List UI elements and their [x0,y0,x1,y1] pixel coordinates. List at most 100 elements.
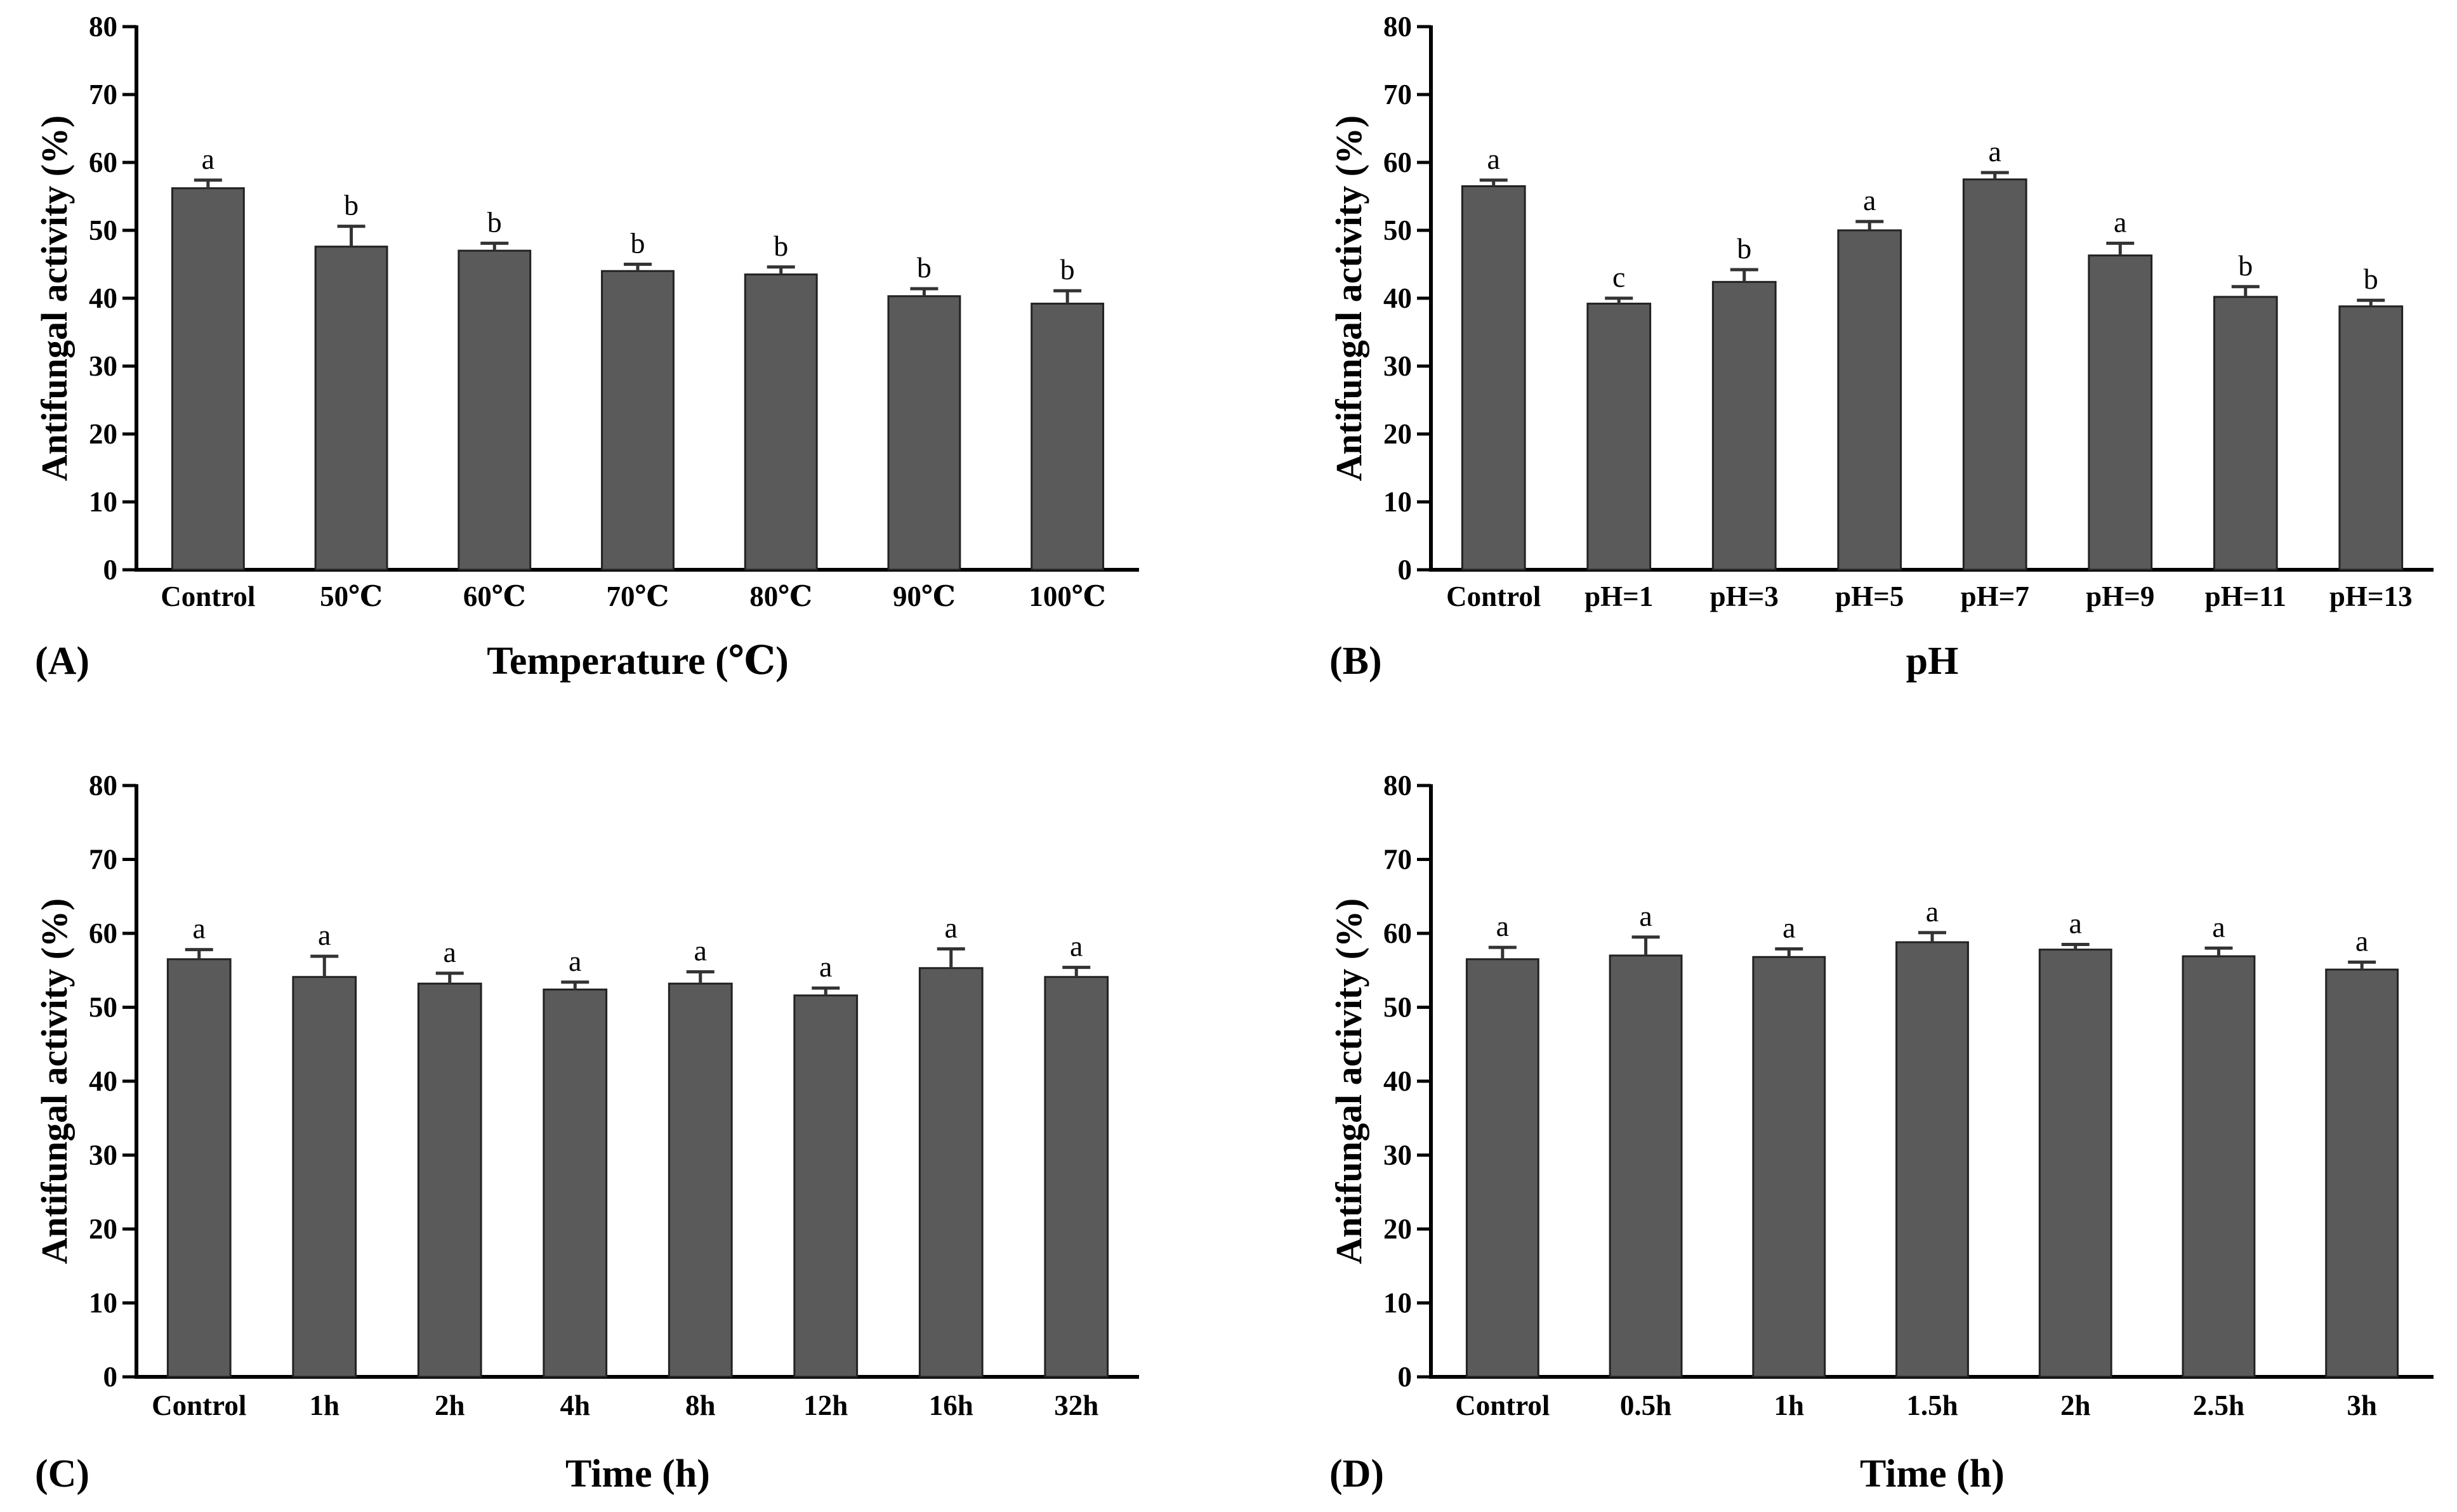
bar-4 [543,989,608,1378]
y-tick-label: 0 [1398,554,1413,586]
significance-label: a [1926,895,1939,928]
y-tick-label: 30 [1383,1140,1412,1171]
bar-4 [1895,941,1969,1378]
x-axis-title: pH [1906,640,1959,683]
x-tick-label: pH=13 [2329,581,2413,612]
x-tick-label: 60℃ [463,581,526,612]
significance-label: b [2238,249,2253,282]
x-tick-label: 3h [2347,1390,2377,1421]
bar-1 [171,187,245,571]
x-tick-label: pH=3 [1710,581,1779,612]
y-tick-label: 70 [1383,79,1412,110]
significance-label: b [487,206,502,238]
bar-6 [2182,955,2256,1378]
x-tick-label: 4h [560,1390,590,1421]
x-tick-label: Control [161,581,255,612]
bar-3 [1711,280,1777,571]
significance-label: c [1612,261,1625,293]
bar-6 [887,295,961,571]
significance-label: b [2364,263,2378,295]
y-tick-label: 30 [1383,350,1412,382]
y-tick-label: 0 [1398,1361,1413,1393]
y-tick-label: 50 [89,992,117,1023]
x-tick-label: 1h [1774,1390,1805,1421]
x-tick-label: 2.5h [2193,1390,2244,1421]
x-tick-label: Control [1446,581,1541,612]
x-axis-title: Time (h) [565,1452,710,1496]
panel-label: (D) [1329,1452,1384,1496]
significance-label: a [1070,930,1083,963]
bar-2 [1586,303,1652,571]
y-tick-label: 40 [89,1065,117,1097]
x-tick-label: pH=11 [2205,581,2286,612]
y-tick-label: 50 [1383,992,1412,1023]
x-tick-label: 1h [309,1390,339,1421]
y-tick-label: 20 [89,418,117,450]
x-tick-label: pH=7 [1961,581,2029,612]
bar-5 [1962,178,2027,571]
significance-label: b [774,230,788,262]
x-tick-label: 80℃ [749,581,812,612]
x-tick-label: 50℃ [320,581,383,612]
y-axis-title: Antifungal activity (%) [34,115,75,482]
panel-label: (A) [35,640,89,683]
y-tick-label: 70 [89,79,117,110]
y-tick-label: 60 [1383,147,1412,178]
significance-label: a [1487,143,1500,175]
significance-label: b [631,227,645,260]
significance-label: a [318,919,331,951]
significance-label: a [2069,907,2082,939]
bar-7 [918,967,984,1378]
bar-3 [1752,956,1826,1378]
x-tick-label: pH=1 [1584,581,1653,612]
x-tick-label: Control [1455,1390,1550,1421]
y-tick-label: 60 [89,917,117,949]
y-tick-label: 70 [89,844,117,876]
significance-label: a [1989,135,2001,168]
x-tick-label: 90℃ [893,581,956,612]
bar-2 [314,246,388,571]
x-tick-label: pH=9 [2086,581,2154,612]
bar-6 [793,994,859,1378]
x-axis-title: Temperature (℃) [487,640,788,683]
y-tick-label: 30 [89,350,117,382]
y-tick-label: 80 [89,770,117,801]
significance-label: a [945,911,958,943]
chart-panel-3: 0 10 20 30 40 50 60 70 80 Antifungal activity (%)… [34,770,1139,1496]
bar-3 [458,249,532,571]
bar-7 [1031,303,1105,571]
significance-label: a [444,936,456,968]
bar-3 [417,982,482,1378]
x-tick-label: 70℃ [607,581,669,612]
y-tick-label: 0 [103,1361,118,1393]
chart-panel-1: 0 10 20 30 40 50 60 70 80 Antifungal activity (%)… [34,11,1139,683]
significance-label: a [202,143,214,175]
x-tick-label: 12h [803,1390,848,1421]
bar-5 [744,273,818,571]
bar-4 [601,270,675,571]
y-tick-label: 20 [89,1213,117,1245]
y-tick-label: 10 [89,1287,117,1319]
significance-label: a [1863,184,1876,216]
y-tick-label: 0 [103,554,118,586]
bar-8 [2338,305,2404,571]
significance-label: b [1060,253,1075,286]
bar-1 [1465,958,1539,1378]
bar-7 [2325,968,2399,1378]
x-tick-label: pH=5 [1835,581,1904,612]
bar-7 [2213,296,2278,571]
bar-2 [1609,954,1683,1378]
y-tick-label: 50 [89,214,117,246]
y-tick-label: 10 [1383,1287,1412,1319]
y-tick-label: 50 [1383,214,1412,246]
y-tick-label: 10 [89,486,117,518]
significance-label: b [1737,232,1751,265]
y-tick-label: 80 [89,11,117,43]
y-axis-title: Antifungal activity (%) [1328,115,1369,482]
y-tick-label: 70 [1383,844,1412,876]
y-tick-label: 10 [1383,486,1412,518]
bar-1 [166,958,232,1378]
x-tick-label: 8h [685,1390,716,1421]
bar-1 [1461,185,1526,571]
significance-label: a [2355,924,2368,957]
